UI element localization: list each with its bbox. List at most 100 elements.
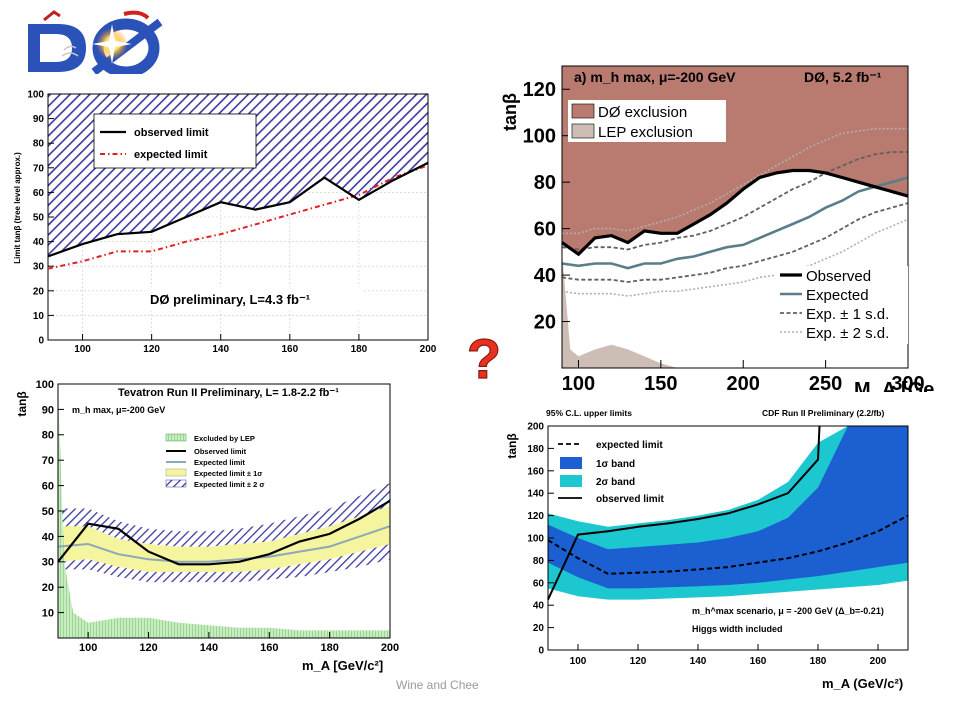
x-tick-label: 160 [281, 344, 298, 355]
legend-label-expected: expected limit [596, 440, 663, 451]
legend-label-2sigma: 2σ band [596, 477, 635, 488]
y-tick-label: 80 [533, 556, 545, 567]
legend-label-expected: Expected limit [194, 458, 245, 467]
y-tick-label: 10 [42, 607, 54, 619]
y-tick-label: 100 [523, 126, 556, 148]
y-tick-label: 80 [33, 139, 45, 150]
series-line-exp-plus-1sd [561, 151, 908, 251]
x-tick-label: 140 [200, 642, 218, 654]
x-tick-label: 100 [79, 642, 97, 654]
lep-exclusion-region [562, 251, 678, 368]
y-tick-label: 200 [527, 422, 544, 433]
x-tick-label: 120 [143, 344, 160, 355]
y-tick-label: 90 [42, 404, 54, 416]
y-tick-label: 0 [38, 336, 44, 347]
series-line-observed [47, 161, 429, 258]
legend-label-lep-exclusion: LEP exclusion [598, 124, 693, 141]
legend-label-exp-1sd: Exp. ± 1 s.d. [806, 306, 889, 323]
y-tick-label: 80 [42, 430, 54, 442]
y-tick-label: 60 [534, 219, 556, 241]
y-tick-label: 20 [42, 582, 54, 594]
x-tick-label: 200 [420, 344, 437, 355]
x-tick-label: 200 [381, 642, 399, 654]
chart-cdf: 0 20 40 60 80 100 120 140 160 180 200 100 120 140 160… [505, 404, 930, 694]
y-tick-label: 40 [42, 531, 54, 543]
y-tick-label: 20 [33, 286, 45, 297]
x-tick-label: 300 [891, 373, 924, 392]
legend-label-observed: observed limit [134, 127, 209, 139]
y-axis-label: tanβ [15, 391, 29, 416]
logo-text: DØ [14, 10, 16, 11]
series-line-expected [47, 164, 429, 270]
y-tick-label: 160 [527, 466, 544, 477]
x-tick-label: 180 [320, 642, 338, 654]
annotation-box: DØ preliminary, L=4.3 fb⁻¹ [144, 287, 364, 311]
x-tick-label: 120 [630, 656, 647, 667]
x-tick-label: 140 [690, 656, 707, 667]
y-tick-label: 60 [42, 480, 54, 492]
y-tick-label: 0 [538, 646, 544, 657]
y-tick-label: 40 [533, 601, 545, 612]
chart-tevatron: 10 20 30 40 50 60 70 80 90 100 100 120 140 160 180 200… [12, 376, 404, 676]
question-mark-text: ? [467, 328, 501, 386]
y-tick-label: 60 [533, 578, 545, 589]
x-axis-label: M_A [GeV] [854, 379, 934, 392]
series-line-observed [561, 168, 909, 257]
annotation-text: DØ preliminary, L=4.3 fb⁻¹ [150, 292, 310, 307]
x-tick-label: 250 [809, 373, 842, 392]
y-tick-label: 50 [33, 213, 45, 224]
y-tick-label: 20 [533, 623, 545, 634]
x-axis-label: m_A [GeV/c²] [302, 658, 383, 673]
y-tick-label: 60 [33, 188, 45, 199]
d0-logo: DØ [14, 10, 166, 78]
legend-label-1sigma: Expected limit ± 1σ [194, 469, 262, 478]
x-tick-label: 140 [212, 344, 229, 355]
chart-annotation: CDF Run II Preliminary (2.2/fb) [762, 408, 884, 418]
legend-label-observed: Observed limit [194, 447, 247, 456]
legend-label-observed: observed limit [596, 494, 664, 505]
legend-label-expected: expected limit [134, 149, 208, 161]
legend-label-2sigma: Expected limit ± 2 σ [194, 480, 265, 489]
legend-label-lep: Excluded by LEP [194, 434, 255, 443]
chart-d0-43: 0 10 20 30 40 50 60 70 80 90 100 100 120 140 160 180 20… [12, 82, 442, 362]
footer-text: Wine and Chee [396, 678, 479, 692]
legend-label-expected: Expected [806, 287, 869, 304]
legend-label-1sigma: 1σ band [596, 459, 635, 470]
y-tick-label: 120 [527, 511, 544, 522]
y-axis-label: tanβ [500, 93, 520, 131]
series-line-observed [547, 425, 821, 601]
chart-subtitle: m_h max, μ=-200 GeV [72, 405, 165, 415]
y-tick-label: 30 [33, 262, 45, 273]
question-mark-icon: ? [462, 326, 506, 390]
y-tick-label: 120 [523, 79, 556, 101]
x-tick-label: 200 [727, 373, 760, 392]
legend-label-observed: Observed [806, 268, 871, 285]
y-tick-label: 70 [42, 455, 54, 467]
series-line-expected [547, 514, 909, 575]
x-tick-label: 180 [810, 656, 827, 667]
chart-title: Tevatron Run II Preliminary, L= 1.8-2.2 … [118, 387, 339, 399]
x-tick-label: 160 [750, 656, 767, 667]
x-tick-label: 200 [870, 656, 887, 667]
y-tick-label: 90 [33, 114, 45, 125]
y-tick-label: 40 [33, 237, 45, 248]
legend-bottom: Observed Expected Exp. ± 1 s.d. Exp. ± 2… [776, 266, 908, 344]
x-tick-label: 100 [74, 344, 91, 355]
series-line-exp-minus-2sd [561, 218, 909, 297]
chart-d0-52: 20 40 60 80 100 120 100 150 200 250 300 tanβ M_A … [494, 62, 954, 401]
series-line-observed [57, 499, 391, 566]
y-tick-label: 20 [534, 312, 556, 334]
y-axis-label: tanβ [506, 433, 519, 458]
legend: observed limit expected limit [93, 113, 257, 169]
x-tick-label: 100 [562, 373, 595, 392]
y-tick-label: 30 [42, 557, 54, 569]
series-line-expected [561, 176, 909, 270]
y-tick-label: 100 [527, 534, 544, 545]
series-line-expected [57, 525, 391, 563]
x-tick-label: 150 [644, 373, 677, 392]
x-tick-label: 160 [260, 642, 278, 654]
band-1sigma [58, 505, 390, 572]
legend-top: DØ exclusion LEP exclusion [568, 100, 726, 142]
y-axis-label: Limit tanβ (tree level approx.) [13, 152, 22, 264]
scenario-text-2: Higgs width included [692, 624, 783, 634]
